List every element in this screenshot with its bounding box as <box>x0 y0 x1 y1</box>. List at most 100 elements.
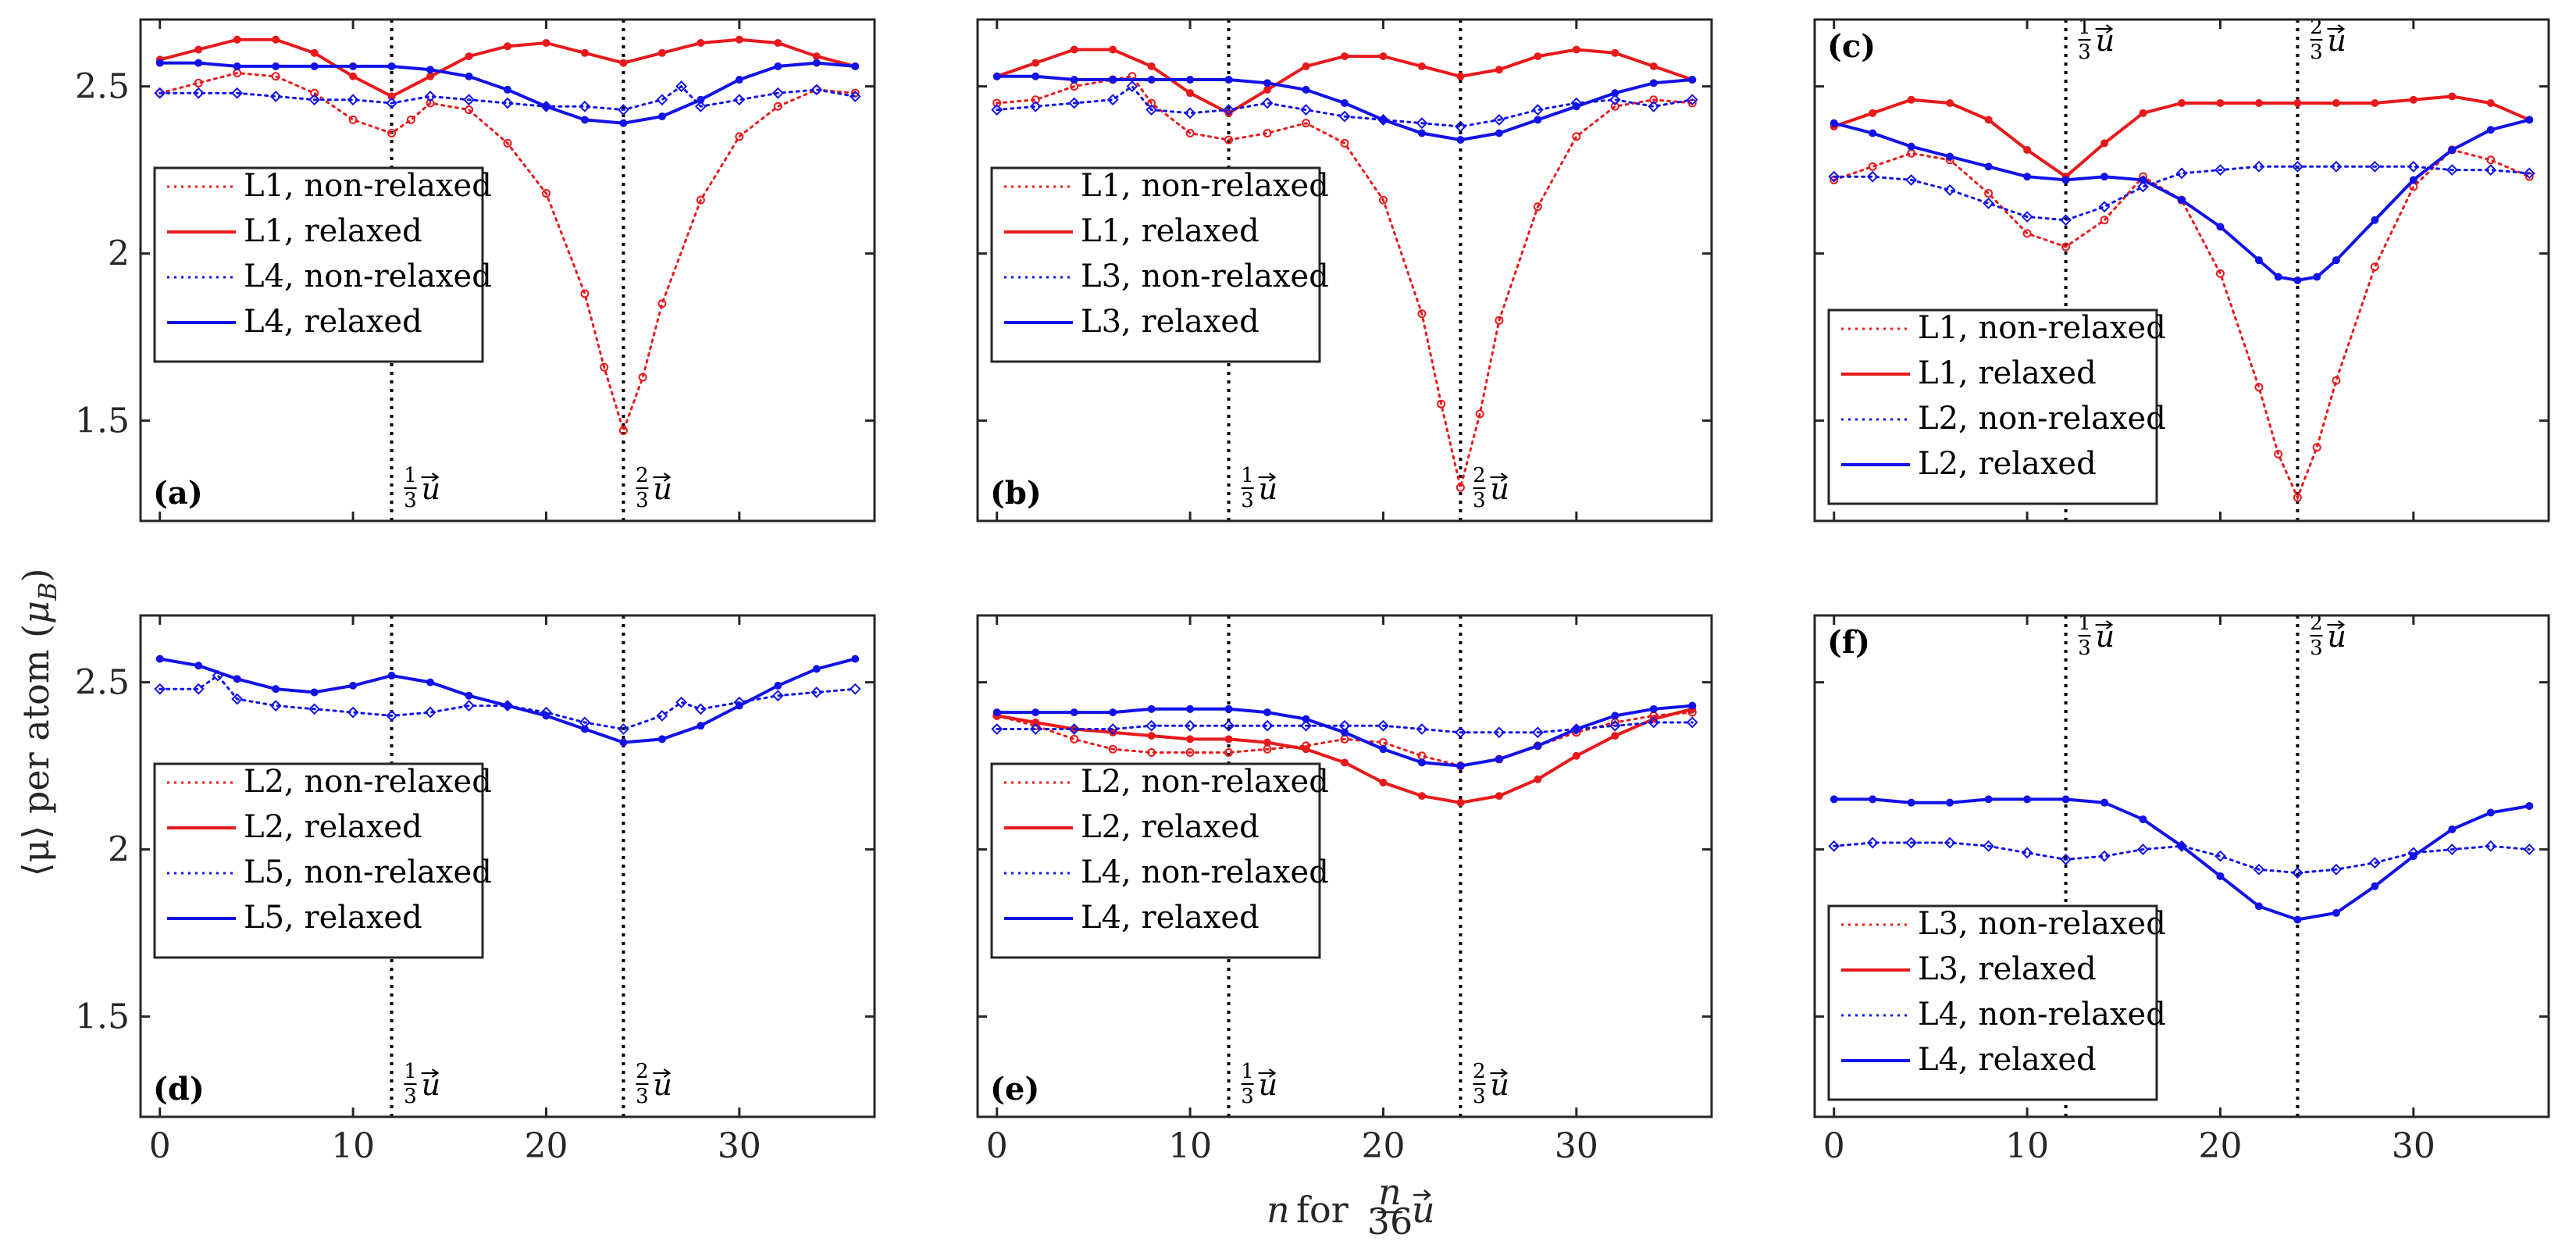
data-point <box>1686 716 1698 729</box>
svg-text:3: 3 <box>1241 1085 1254 1108</box>
legend-entry: L4, relaxed <box>244 304 422 340</box>
panel-e: 0 10 20 30 13 u 23 u (e) L2, non-relaxed L2, relax… <box>976 614 1713 1166</box>
data-point <box>2446 164 2458 177</box>
data-point <box>542 712 550 720</box>
legend: L3, non-relaxed L3, relaxed L4, non-relaxe… <box>1827 904 2166 1101</box>
data-point <box>1495 129 1503 137</box>
series-line <box>996 711 1694 768</box>
data-point <box>1907 95 1915 104</box>
data-point <box>1572 45 1580 54</box>
panel-label: (f) <box>1827 624 1870 661</box>
data-point <box>347 94 359 106</box>
x-tick-label: 30 <box>718 1126 761 1166</box>
data-point <box>2254 383 2264 392</box>
data-point <box>2370 262 2379 272</box>
axes-box <box>139 614 876 1118</box>
data-point <box>192 87 205 99</box>
legend-entry: L4, non-relaxed <box>244 259 492 294</box>
svg-text:3: 3 <box>2310 41 2323 64</box>
data-point <box>851 654 860 663</box>
x-tick-label: 10 <box>2005 1126 2049 1166</box>
data-point <box>638 373 647 382</box>
data-point <box>1263 129 1272 138</box>
axes-box <box>1813 18 2550 523</box>
data-point <box>192 683 205 695</box>
data-point <box>1261 719 1274 732</box>
data-point <box>580 289 590 298</box>
data-point <box>1147 747 1156 757</box>
data-point <box>851 62 860 70</box>
data-point <box>1263 85 1272 94</box>
data-point <box>2332 256 2340 265</box>
data-point <box>1031 72 1040 80</box>
data-point <box>463 700 475 712</box>
data-point <box>387 62 396 70</box>
data-point <box>1828 170 1840 183</box>
data-point <box>1944 836 1956 849</box>
data-point <box>2023 795 2032 804</box>
data-point <box>2292 160 2303 173</box>
data-point <box>657 735 666 744</box>
data-point <box>1145 104 1158 116</box>
data-point <box>231 693 244 705</box>
data-point <box>1944 184 1956 196</box>
data-point <box>349 681 358 690</box>
vline-label: 13 u <box>2078 16 2115 64</box>
vline-label: 13 u <box>404 1060 440 1108</box>
panels-group: 1.5 2 2.5 13 u 23 u (a) L1, non-relaxed L1, relax… <box>75 16 2550 1166</box>
data-point <box>2274 449 2283 458</box>
legend-entry: L2, non-relaxed <box>1918 401 2166 437</box>
data-point <box>2332 908 2340 917</box>
svg-text:1: 1 <box>1241 464 1254 487</box>
data-point <box>1147 98 1156 108</box>
x-tick-label: 0 <box>986 1126 1008 1166</box>
data-point <box>406 115 415 124</box>
data-point <box>1224 76 1233 84</box>
data-point <box>696 195 705 205</box>
data-point <box>1417 758 1426 767</box>
svg-text:2: 2 <box>2310 16 2323 39</box>
data-point <box>1830 795 1838 804</box>
svg-text:3: 3 <box>2078 41 2091 64</box>
panel-label: (e) <box>990 1071 1039 1107</box>
data-point <box>2448 145 2457 154</box>
data-point <box>233 675 241 683</box>
data-point <box>2485 164 2497 177</box>
axes-box <box>139 18 876 523</box>
data-point <box>1263 79 1272 87</box>
vline-label: 23 u <box>2310 612 2346 660</box>
data-point <box>1070 734 1079 744</box>
data-point <box>991 723 1003 735</box>
legend: L2, non-relaxed L2, relaxed L4, non-relaxe… <box>990 762 1329 959</box>
data-point <box>1572 751 1580 760</box>
data-point <box>2139 109 2147 117</box>
data-point <box>1379 116 1388 124</box>
data-point <box>233 35 241 44</box>
data-point <box>1416 723 1428 735</box>
data-point <box>2137 180 2149 193</box>
data-point <box>1302 745 1310 754</box>
data-point <box>465 72 473 80</box>
data-point <box>349 62 358 70</box>
data-point <box>1609 719 1621 732</box>
data-point <box>426 66 435 74</box>
data-point <box>1572 132 1581 141</box>
data-point <box>426 678 435 687</box>
data-point <box>272 685 280 694</box>
data-point <box>619 119 628 127</box>
data-point <box>194 59 203 67</box>
data-point <box>2100 798 2109 807</box>
svg-text:2: 2 <box>636 464 649 487</box>
data-point <box>1126 80 1138 93</box>
legend-entry: L3, non-relaxed <box>1081 259 1329 294</box>
data-point <box>697 722 705 730</box>
data-point <box>1534 116 1542 124</box>
data-point <box>1378 195 1388 205</box>
legend-entry: L3, non-relaxed <box>1918 906 2166 942</box>
data-point <box>1184 719 1196 732</box>
data-point <box>1147 76 1156 84</box>
data-point <box>269 700 282 712</box>
data-point <box>1379 52 1388 61</box>
data-point <box>1495 66 1503 74</box>
data-point <box>542 38 550 47</box>
